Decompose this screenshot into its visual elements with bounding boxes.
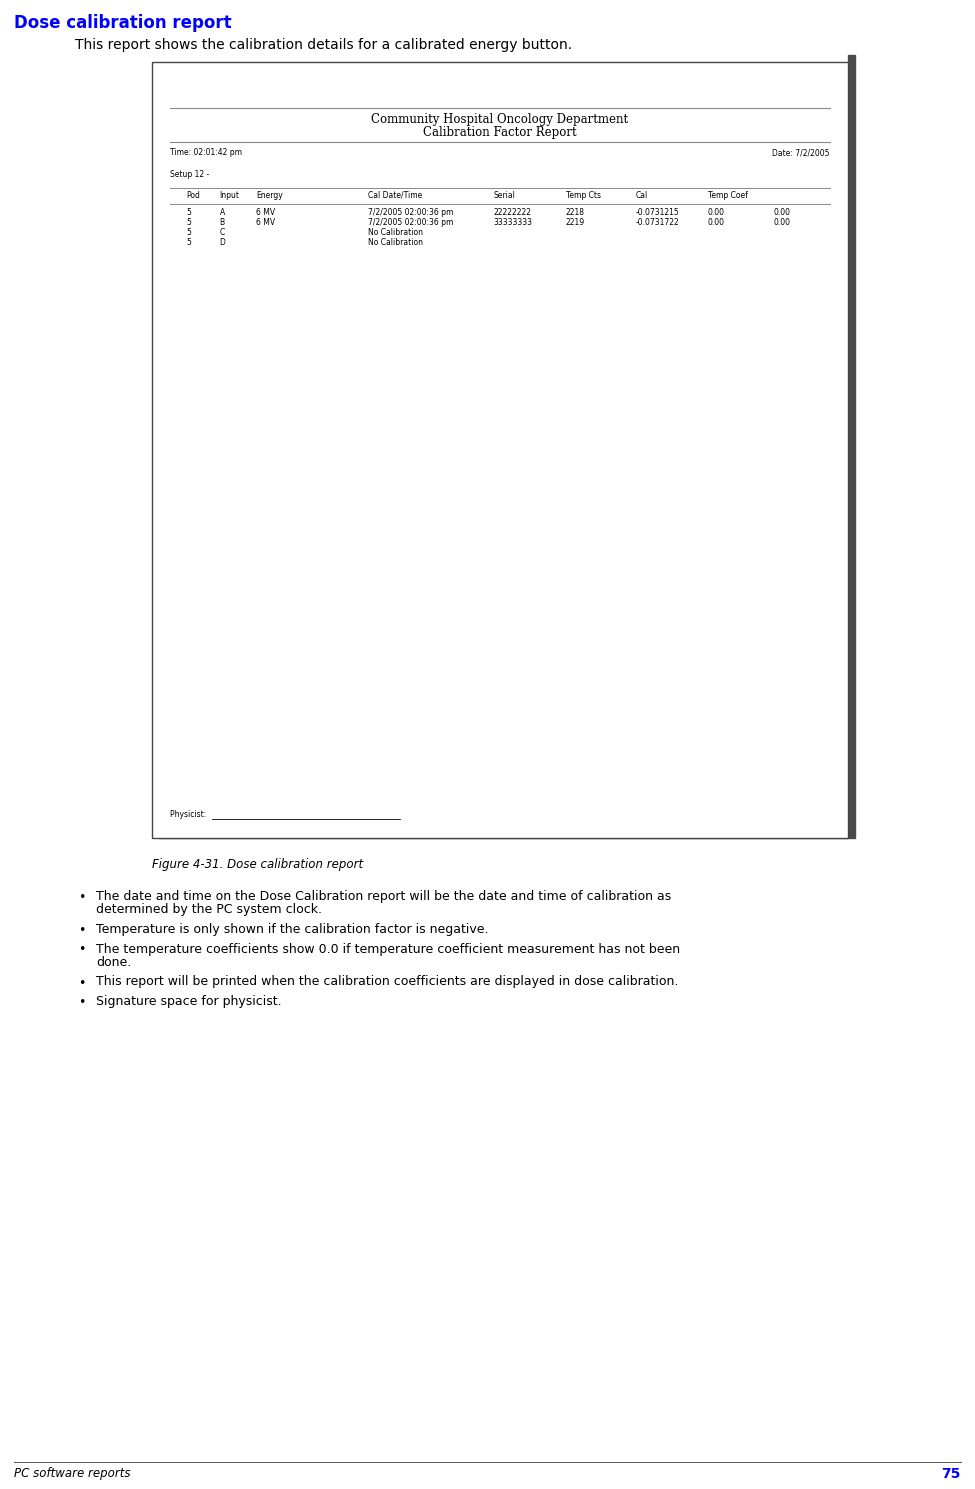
Text: •: • bbox=[78, 925, 86, 937]
Text: -0.0731215: -0.0731215 bbox=[636, 208, 679, 217]
Text: 2218: 2218 bbox=[566, 208, 585, 217]
Text: 0.00: 0.00 bbox=[708, 217, 724, 226]
Text: Temp Cts: Temp Cts bbox=[566, 191, 601, 200]
Text: Energy: Energy bbox=[255, 191, 283, 200]
Text: B: B bbox=[219, 217, 224, 226]
Text: This report shows the calibration details for a calibrated energy button.: This report shows the calibration detail… bbox=[75, 39, 572, 52]
Text: Cal: Cal bbox=[636, 191, 647, 200]
Text: This report will be printed when the calibration coefficients are displayed in d: This report will be printed when the cal… bbox=[96, 975, 679, 989]
Text: A: A bbox=[219, 208, 225, 217]
Text: •: • bbox=[78, 996, 86, 1010]
Text: 2219: 2219 bbox=[566, 217, 585, 226]
Text: 22222222: 22222222 bbox=[493, 208, 531, 217]
Text: determined by the PC system clock.: determined by the PC system clock. bbox=[96, 904, 322, 917]
Text: 75: 75 bbox=[942, 1467, 961, 1482]
Text: 6 MV: 6 MV bbox=[255, 208, 275, 217]
Text: -0.0731722: -0.0731722 bbox=[636, 217, 679, 226]
Text: 5: 5 bbox=[186, 228, 191, 237]
Text: Physicist:: Physicist: bbox=[170, 810, 209, 819]
Text: done.: done. bbox=[96, 956, 132, 969]
Text: The temperature coefficients show 0.0 if temperature coefficient measurement has: The temperature coefficients show 0.0 if… bbox=[96, 943, 681, 956]
Text: Cal Date/Time: Cal Date/Time bbox=[368, 191, 422, 200]
Bar bbox=[159, 831, 855, 838]
Text: Date: 7/2/2005: Date: 7/2/2005 bbox=[772, 147, 830, 156]
Text: Dose calibration report: Dose calibration report bbox=[14, 13, 232, 31]
Text: Setup 12 -: Setup 12 - bbox=[170, 170, 210, 179]
Text: No Calibration: No Calibration bbox=[368, 228, 423, 237]
Text: Community Hospital Oncology Department: Community Hospital Oncology Department bbox=[371, 113, 629, 127]
Text: 7/2/2005 02:00:36 pm: 7/2/2005 02:00:36 pm bbox=[368, 217, 453, 226]
Text: •: • bbox=[78, 977, 86, 990]
Text: 6 MV: 6 MV bbox=[255, 217, 275, 226]
Bar bbox=[848, 55, 855, 831]
Bar bbox=[152, 63, 848, 838]
Text: •: • bbox=[78, 944, 86, 956]
Text: D: D bbox=[219, 238, 225, 247]
Text: 0.00: 0.00 bbox=[774, 217, 791, 226]
Text: Calibration Factor Report: Calibration Factor Report bbox=[423, 127, 577, 138]
Text: Figure 4-31. Dose calibration report: Figure 4-31. Dose calibration report bbox=[152, 858, 363, 871]
Text: The date and time on the Dose Calibration report will be the date and time of ca: The date and time on the Dose Calibratio… bbox=[96, 890, 671, 902]
Text: Pod: Pod bbox=[186, 191, 201, 200]
Text: Serial: Serial bbox=[493, 191, 515, 200]
Text: •: • bbox=[78, 890, 86, 904]
Text: Input: Input bbox=[219, 191, 240, 200]
Text: Time: 02:01:42 pm: Time: 02:01:42 pm bbox=[170, 147, 242, 156]
Text: 7/2/2005 02:00:36 pm: 7/2/2005 02:00:36 pm bbox=[368, 208, 453, 217]
Text: 5: 5 bbox=[186, 208, 191, 217]
Text: 5: 5 bbox=[186, 238, 191, 247]
Text: C: C bbox=[219, 228, 225, 237]
Text: Signature space for physicist.: Signature space for physicist. bbox=[96, 995, 282, 1008]
Text: 0.00: 0.00 bbox=[708, 208, 724, 217]
Text: Temperature is only shown if the calibration factor is negative.: Temperature is only shown if the calibra… bbox=[96, 923, 488, 937]
Text: Temp Coef: Temp Coef bbox=[708, 191, 748, 200]
Text: 5: 5 bbox=[186, 217, 191, 226]
Text: 0.00: 0.00 bbox=[774, 208, 791, 217]
Text: PC software reports: PC software reports bbox=[14, 1467, 131, 1480]
Text: No Calibration: No Calibration bbox=[368, 238, 423, 247]
Text: 33333333: 33333333 bbox=[493, 217, 532, 226]
